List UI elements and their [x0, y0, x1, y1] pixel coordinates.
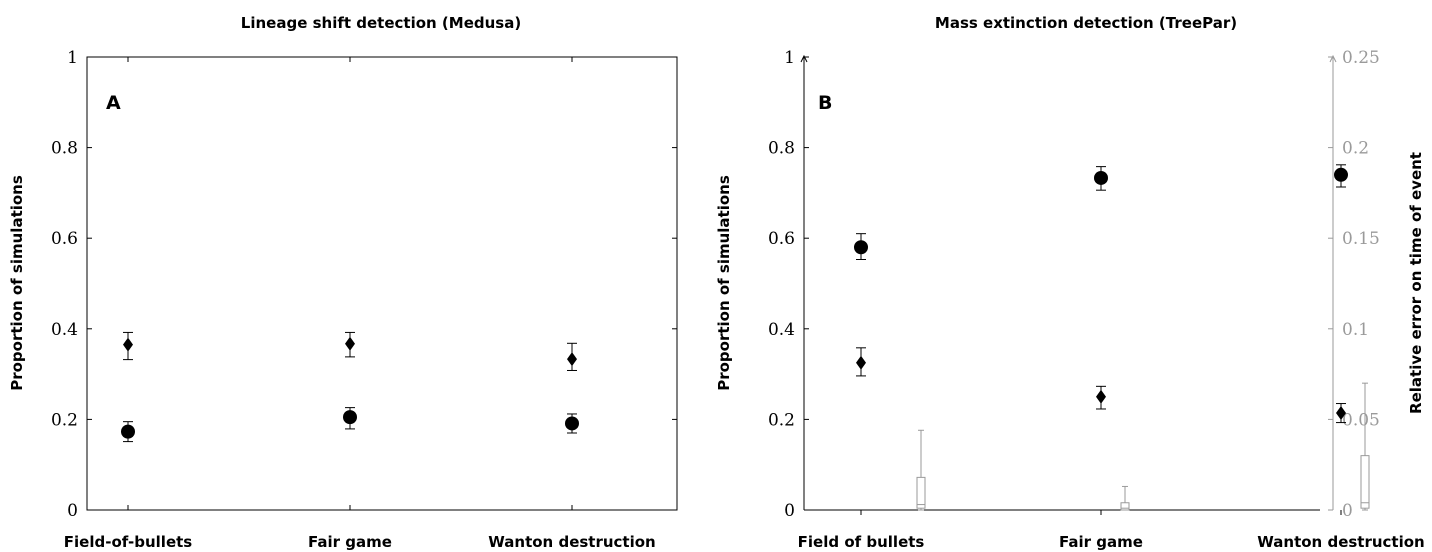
panel-b-boxplots [917, 383, 1432, 510]
right-y-tick-label: 0.15 [1342, 229, 1380, 249]
x-tick-label: Fair game [1059, 533, 1143, 551]
y-tick-label: 0.2 [768, 410, 795, 430]
y-tick-label: 1 [784, 48, 795, 68]
right-y-tick-label: 0.25 [1342, 48, 1380, 68]
x-tick-label: Wanton destruction [1257, 533, 1424, 551]
point-circle [343, 410, 357, 424]
boxplot-box [1121, 503, 1129, 510]
y-tick-label: 0.4 [51, 320, 78, 340]
point-diamond [1096, 390, 1106, 404]
y-tick-label: 0.2 [51, 410, 78, 430]
y-tick-label: 0.6 [768, 229, 795, 249]
panel-a-y-axis-label: Proportion of simulations [8, 175, 26, 391]
panel-b-x-ticks: Field of bullets Fair game Wanton destruct… [798, 510, 1425, 551]
right-y-tick-label: 0 [1342, 501, 1353, 521]
y-tick-label: 0.6 [51, 229, 78, 249]
boxplot-box [1361, 456, 1369, 509]
y-tick-label: 0.8 [768, 139, 795, 159]
panel-b-title: Mass extinction detection (TreePar) [935, 14, 1237, 32]
y-tick-label: 0.4 [768, 320, 795, 340]
panel-a-x-ticks: Field-of-bullets Fair game Wanton destruct… [64, 57, 656, 551]
point-diamond [856, 356, 866, 370]
x-tick-label: Fair game [308, 533, 392, 551]
point-diamond [345, 337, 355, 351]
boxplot-box [917, 477, 925, 508]
panel-b-right-y-ticks: 0 0.05 0.1 0.15 0.2 0.25 [1328, 48, 1380, 521]
panel-b-y-axis-label: Proportion of simulations [715, 175, 733, 391]
panel-a-title: Lineage shift detection (Medusa) [241, 14, 521, 32]
right-y-tick-label: 0.1 [1342, 320, 1369, 340]
panel-b-y-ticks: 0 0.2 0.4 0.6 0.8 1 [768, 48, 809, 521]
point-diamond [567, 352, 577, 366]
panel-b-label: B [818, 92, 832, 114]
y-tick-label: 0 [67, 501, 78, 521]
panel-a-y-ticks: 0 0.2 0.4 0.6 0.8 1 [51, 48, 677, 521]
x-tick-label: Wanton destruction [488, 533, 655, 551]
point-circle [1334, 168, 1348, 182]
point-circle [854, 240, 868, 254]
right-y-tick-label: 0.05 [1342, 410, 1380, 430]
right-y-tick-label: 0.2 [1342, 139, 1369, 159]
x-tick-label: Field of bullets [798, 533, 925, 551]
panel-b-marks [854, 165, 1432, 423]
point-circle [565, 416, 579, 430]
y-tick-label: 0 [784, 501, 795, 521]
panel-b: Mass extinction detection (TreePar) B Pr… [715, 14, 1432, 551]
x-tick-label: Field-of-bullets [64, 533, 193, 551]
point-circle [1094, 171, 1108, 185]
panel-a: Lineage shift detection (Medusa) A Propo… [8, 14, 677, 551]
y-tick-label: 0.8 [51, 139, 78, 159]
panel-a-marks [121, 332, 579, 441]
y-tick-label: 1 [67, 48, 78, 68]
panel-b-right-axis-label: Relative error on time of event [1407, 152, 1425, 414]
point-diamond [123, 338, 133, 352]
point-circle [121, 425, 135, 439]
panel-a-label: A [106, 92, 121, 114]
panel-a-frame [87, 57, 677, 510]
